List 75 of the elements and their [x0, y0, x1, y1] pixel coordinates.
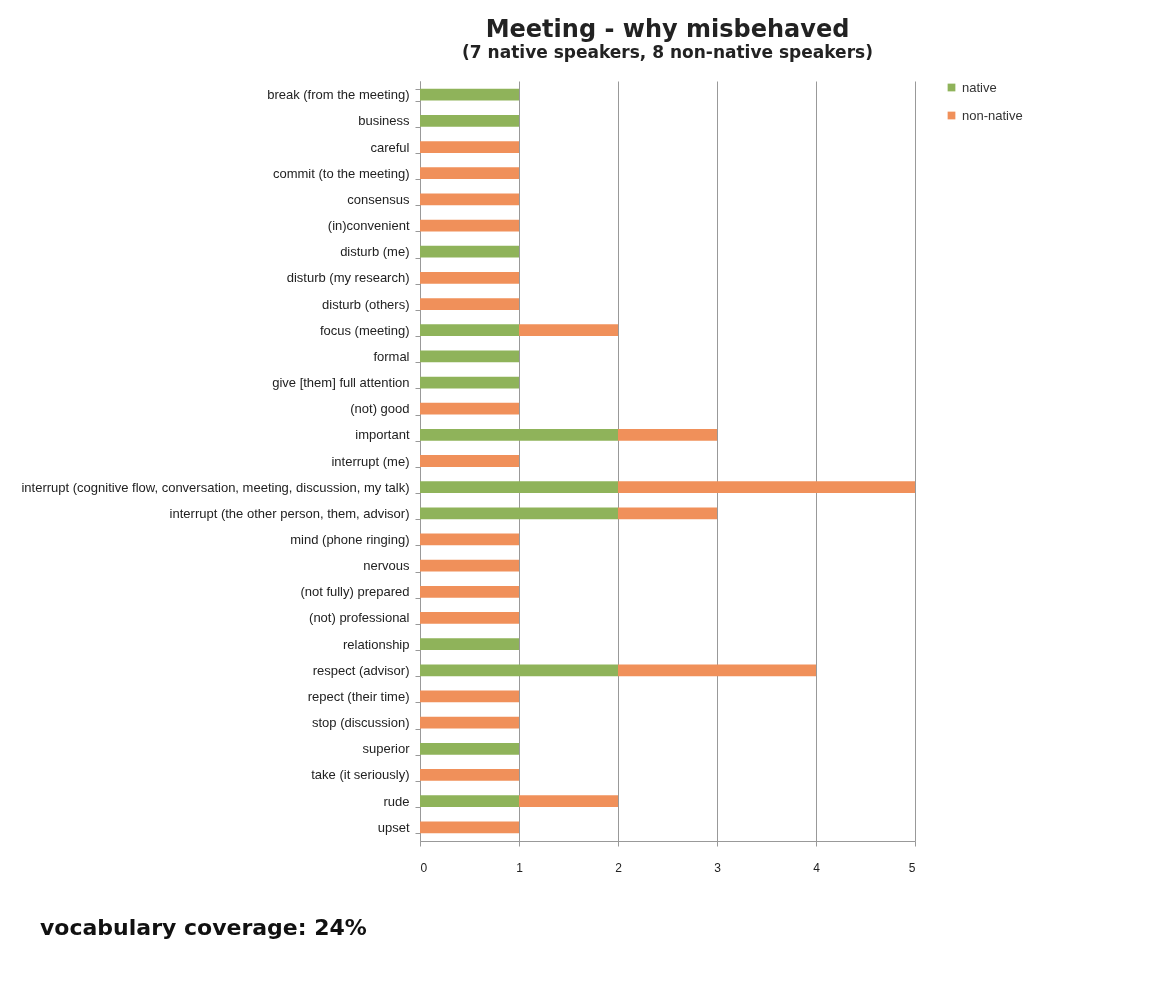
x-tick-label: 1 — [516, 860, 524, 875]
y-tick-label: break (from the meeting) — [267, 87, 410, 103]
y-tick-label: rude — [383, 793, 410, 809]
bar — [420, 638, 519, 651]
bar — [420, 298, 519, 310]
bar — [618, 664, 816, 677]
bar — [420, 559, 519, 572]
y-tick-label: (not) good — [350, 401, 410, 417]
y-tick-label: interrupt (me) — [331, 453, 410, 469]
bar — [618, 507, 717, 520]
y-tick-label: repect (their time) — [307, 688, 410, 704]
y-tick-label: (not) professional — [309, 610, 410, 626]
y-tick-label: disturb (others) — [322, 296, 410, 312]
bar — [420, 115, 519, 127]
x-tick-label: 3 — [714, 860, 722, 875]
chart-title: Meeting - why misbehaved — [485, 15, 850, 43]
y-tick-label: important — [355, 427, 410, 443]
y-tick-label: take (it seriously) — [311, 767, 410, 783]
bar — [420, 245, 519, 258]
chart-subtitle: (7 native speakers, 8 non-native speakers) — [462, 42, 873, 62]
bar — [420, 664, 618, 677]
bar — [420, 271, 519, 284]
bar — [420, 350, 519, 363]
bar — [420, 167, 519, 180]
bar — [420, 533, 519, 546]
x-tick-label: 4 — [813, 860, 821, 875]
y-tick-label: nervous — [363, 558, 410, 574]
bar — [420, 402, 519, 415]
bar — [420, 585, 519, 598]
bar — [618, 481, 915, 494]
legend-label: native — [962, 79, 997, 95]
x-tick-label: 0 — [420, 860, 428, 875]
x-tick-label: 2 — [615, 860, 623, 875]
bar — [420, 612, 519, 624]
bar — [519, 324, 618, 337]
bar — [420, 141, 519, 153]
y-tick-label: (not fully) prepared — [300, 584, 410, 600]
y-tick-label: give [them] full attention — [272, 375, 410, 391]
y-tick-label: disturb (my research) — [286, 270, 410, 286]
text: vocabulary coverage: 24% — [40, 915, 367, 940]
y-tick-label: disturb (me) — [340, 244, 410, 260]
y-tick-label: careful — [370, 139, 410, 155]
bar — [420, 769, 519, 781]
bar — [420, 481, 618, 494]
bar — [420, 455, 519, 467]
y-tick-label: relationship — [343, 636, 410, 652]
bar — [420, 795, 519, 807]
y-tick-label: consensus — [347, 191, 410, 207]
y-tick-label: focus (meeting) — [319, 322, 410, 338]
y-tick-label: upset — [377, 819, 410, 835]
y-tick-label: formal — [373, 348, 410, 364]
bar — [420, 507, 618, 520]
bar — [420, 716, 519, 729]
y-tick-label: interrupt (the other person, them, advisor) — [169, 505, 410, 521]
y-tick-label: business — [358, 113, 410, 129]
y-tick-label: mind (phone ringing) — [290, 531, 410, 547]
y-tick-label: superior — [362, 741, 411, 757]
bar — [420, 742, 519, 755]
y-tick-label: stop (discussion) — [311, 715, 410, 731]
y-tick-label: commit (to the meeting) — [272, 165, 410, 181]
bar — [420, 193, 519, 206]
y-tick-label: respect (advisor) — [312, 662, 410, 678]
y-tick-label: (in)convenient — [327, 218, 410, 234]
bar — [420, 219, 519, 232]
bar — [420, 88, 519, 101]
x-tick-label: 5 — [908, 860, 916, 875]
bar — [420, 821, 519, 834]
bar — [420, 428, 618, 441]
legend-label: non-native — [962, 107, 1023, 123]
bar — [618, 428, 717, 441]
bar — [420, 376, 519, 389]
bar — [420, 690, 519, 703]
bar — [420, 324, 519, 337]
y-tick-label: interrupt (cognitive flow, conversation, meeting, discussion, my talk) — [21, 479, 410, 495]
bar — [519, 795, 618, 807]
